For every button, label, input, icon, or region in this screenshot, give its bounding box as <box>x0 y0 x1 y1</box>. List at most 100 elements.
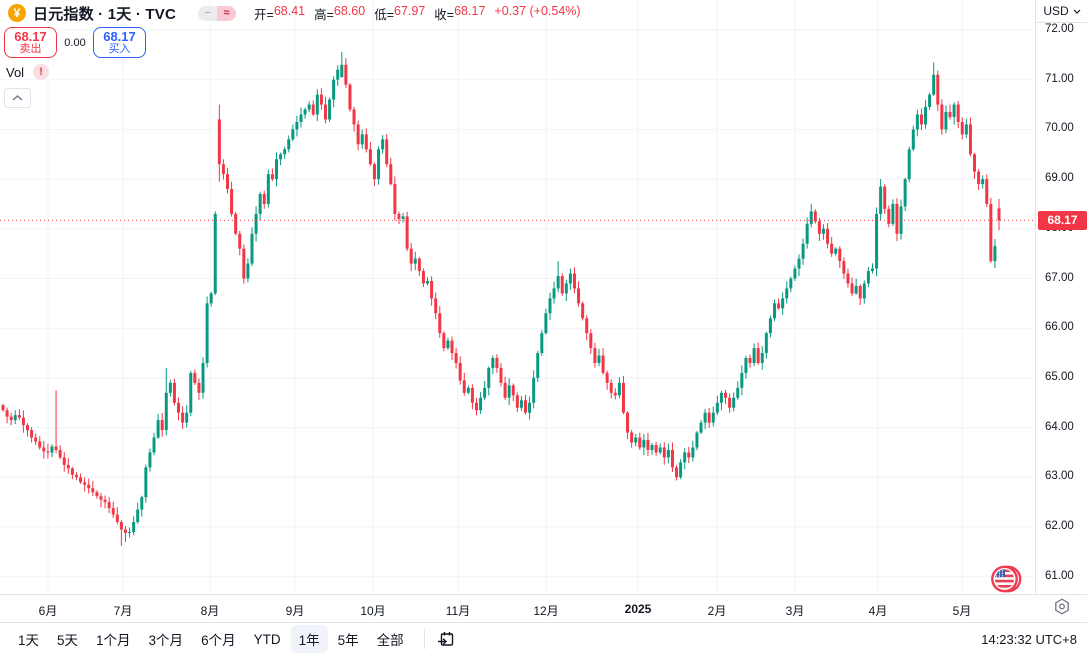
candlestick <box>654 444 658 453</box>
candlestick <box>924 107 928 125</box>
candlestick <box>128 531 132 533</box>
candlestick <box>952 104 956 117</box>
candlestick <box>936 74 940 105</box>
range-button-5天[interactable]: 5天 <box>57 633 79 648</box>
open-value: 68.41 <box>273 3 306 18</box>
candlestick <box>132 522 136 532</box>
candlestick <box>295 121 299 130</box>
candlestick <box>21 417 25 426</box>
currency-dropdown[interactable]: USD <box>1036 0 1087 23</box>
candlestick <box>470 387 474 403</box>
candlestick <box>724 392 728 398</box>
symbol-title[interactable]: 日元指数 · 1天 · TVC <box>33 5 177 23</box>
candlestick <box>25 425 29 431</box>
high-value: 68.60 <box>333 3 366 18</box>
price-tick-label: 66.00 <box>1045 321 1074 334</box>
last-price-badge: 68.17 <box>1038 210 1087 230</box>
candlestick <box>891 203 895 224</box>
candlestick <box>393 184 397 214</box>
candlestick <box>66 464 70 469</box>
candlestick <box>695 432 699 448</box>
price-axis[interactable]: USD 68.17 72.0071.0070.0069.0068.0067.00… <box>1035 0 1087 594</box>
candlestick <box>907 149 911 180</box>
candlestick <box>250 233 254 264</box>
candlestick <box>144 467 148 498</box>
range-button-3个月[interactable]: 3个月 <box>148 633 184 648</box>
candlestick <box>650 444 654 450</box>
candlestick <box>328 99 332 120</box>
candlestick <box>658 447 662 453</box>
candlestick <box>491 358 495 368</box>
candlestick <box>789 278 793 289</box>
candlestick <box>352 109 356 125</box>
candlestick <box>372 164 376 180</box>
collapse-pane-button[interactable] <box>4 88 31 108</box>
range-button-1个月[interactable]: 1个月 <box>96 633 131 648</box>
candlestick <box>340 64 344 78</box>
candlestick <box>226 174 230 190</box>
candlestick <box>830 243 834 254</box>
candlestick <box>626 412 630 433</box>
candlestick <box>389 164 393 185</box>
candlestick <box>515 395 519 408</box>
candlestick <box>34 437 38 442</box>
range-button-1年[interactable]: 1年 <box>290 625 328 653</box>
candlestick <box>258 194 262 214</box>
candlestick <box>968 124 972 155</box>
range-button-YTD[interactable]: YTD <box>253 631 281 647</box>
buy-button[interactable]: 68.17 买入 <box>93 27 146 58</box>
candlestick <box>679 462 683 478</box>
candlestick <box>736 387 740 398</box>
candlestick <box>315 94 319 115</box>
clock-timezone[interactable]: 14:23:32 UTC+8 <box>981 631 1077 647</box>
time-tick-label: 4月 <box>868 604 888 618</box>
candlestick-chart[interactable] <box>0 0 1035 594</box>
candlestick <box>17 415 21 418</box>
candlestick <box>507 385 511 398</box>
candlestick <box>168 382 172 393</box>
us-flag-icon <box>990 564 1024 594</box>
range-button-全部[interactable]: 全部 <box>376 633 404 648</box>
candlestick <box>630 432 634 443</box>
indicator-visibility-pill[interactable]: − ≈ <box>198 5 237 21</box>
candlestick <box>838 248 842 262</box>
candlestick <box>303 109 307 115</box>
candlestick <box>466 387 470 393</box>
candlestick <box>136 509 140 523</box>
candlestick <box>536 353 540 378</box>
candlestick <box>246 263 250 279</box>
price-tick-label: 67.00 <box>1045 271 1074 284</box>
candlestick <box>148 452 152 468</box>
candlestick <box>932 74 936 95</box>
candlestick <box>985 179 989 204</box>
candlestick <box>377 149 381 180</box>
candlestick <box>948 112 952 117</box>
time-axis[interactable]: 6月 7月 8月 9月 10月 11月 12月 2025 2月 3月 4月 5月 <box>0 594 1087 622</box>
candlestick <box>977 171 981 185</box>
settings-gear-icon[interactable] <box>1052 597 1072 617</box>
candlestick <box>5 410 9 417</box>
candlestick <box>279 154 283 160</box>
goto-date-icon[interactable] <box>435 628 457 650</box>
volume-indicator-label[interactable]: Vol <box>6 64 25 80</box>
candlestick <box>768 318 772 334</box>
candlestick <box>123 529 127 533</box>
approx-segment[interactable]: ≈ <box>217 5 237 21</box>
range-button-1天[interactable]: 1天 <box>18 633 40 648</box>
candlestick <box>556 276 560 289</box>
warning-icon[interactable]: ! <box>33 64 50 80</box>
candlestick <box>42 447 46 452</box>
sell-price: 68.17 <box>14 28 47 44</box>
candlestick <box>156 420 160 438</box>
candlestick <box>9 416 13 421</box>
candlestick <box>597 355 601 363</box>
time-tick-label: 2月 <box>707 604 727 618</box>
candlestick <box>564 283 568 294</box>
candlestick <box>879 186 883 214</box>
minus-segment[interactable]: − <box>198 5 218 21</box>
candlestick <box>781 298 785 309</box>
sell-button[interactable]: 68.17 卖出 <box>4 27 57 58</box>
price-tick-label: 63.00 <box>1045 470 1074 483</box>
range-button-6个月[interactable]: 6个月 <box>201 633 236 648</box>
range-button-5年[interactable]: 5年 <box>337 633 359 648</box>
